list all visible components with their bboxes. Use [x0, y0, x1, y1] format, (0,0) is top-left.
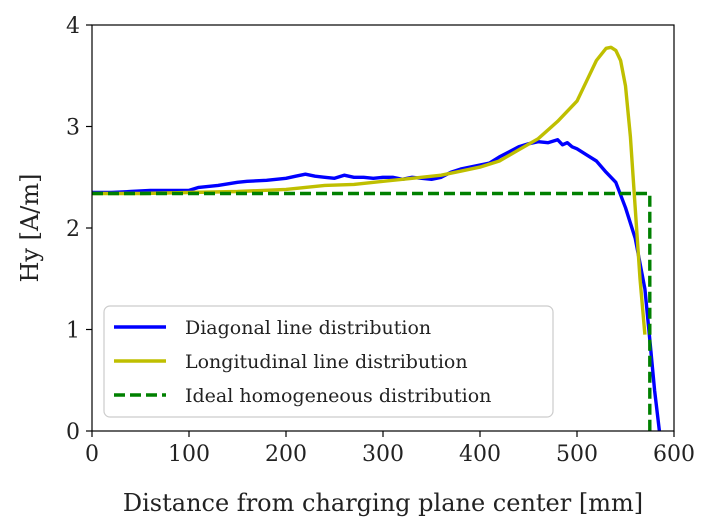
x-tick-label: 500 — [556, 442, 598, 467]
y-axis-title: Hy [A/m] — [16, 173, 44, 282]
series-line-2 — [92, 45, 647, 335]
legend-label: Diagonal line distribution — [185, 317, 431, 339]
x-tick-label: 0 — [85, 442, 99, 467]
y-tick-label: 3 — [66, 116, 80, 141]
legend-label: Longitudinal line distribution — [185, 351, 468, 373]
x-tick-label: 200 — [265, 442, 307, 467]
y-tick-label: 4 — [66, 14, 80, 39]
axes: 0 100 200 300 400 500 600 0 1 2 3 4 — [66, 14, 695, 467]
y-tick-label: 2 — [66, 217, 80, 242]
x-tick-label: 600 — [653, 442, 695, 467]
y-tick-label: 1 — [66, 319, 80, 344]
x-tick-label: 400 — [459, 442, 501, 467]
y-tick-label: 0 — [66, 420, 80, 445]
legend-label: Ideal homogeneous distribution — [185, 385, 491, 407]
x-tick-label: 300 — [362, 442, 404, 467]
legend: Diagonal line distribution Longitudinal l… — [103, 305, 554, 418]
x-tick-label: 100 — [168, 442, 210, 467]
series-line-1 — [92, 137, 662, 431]
series-line-3 — [92, 191, 652, 431]
x-axis-title: Distance from charging plane center [mm] — [123, 489, 643, 517]
plot-area — [92, 45, 662, 431]
legend-box — [103, 305, 554, 418]
